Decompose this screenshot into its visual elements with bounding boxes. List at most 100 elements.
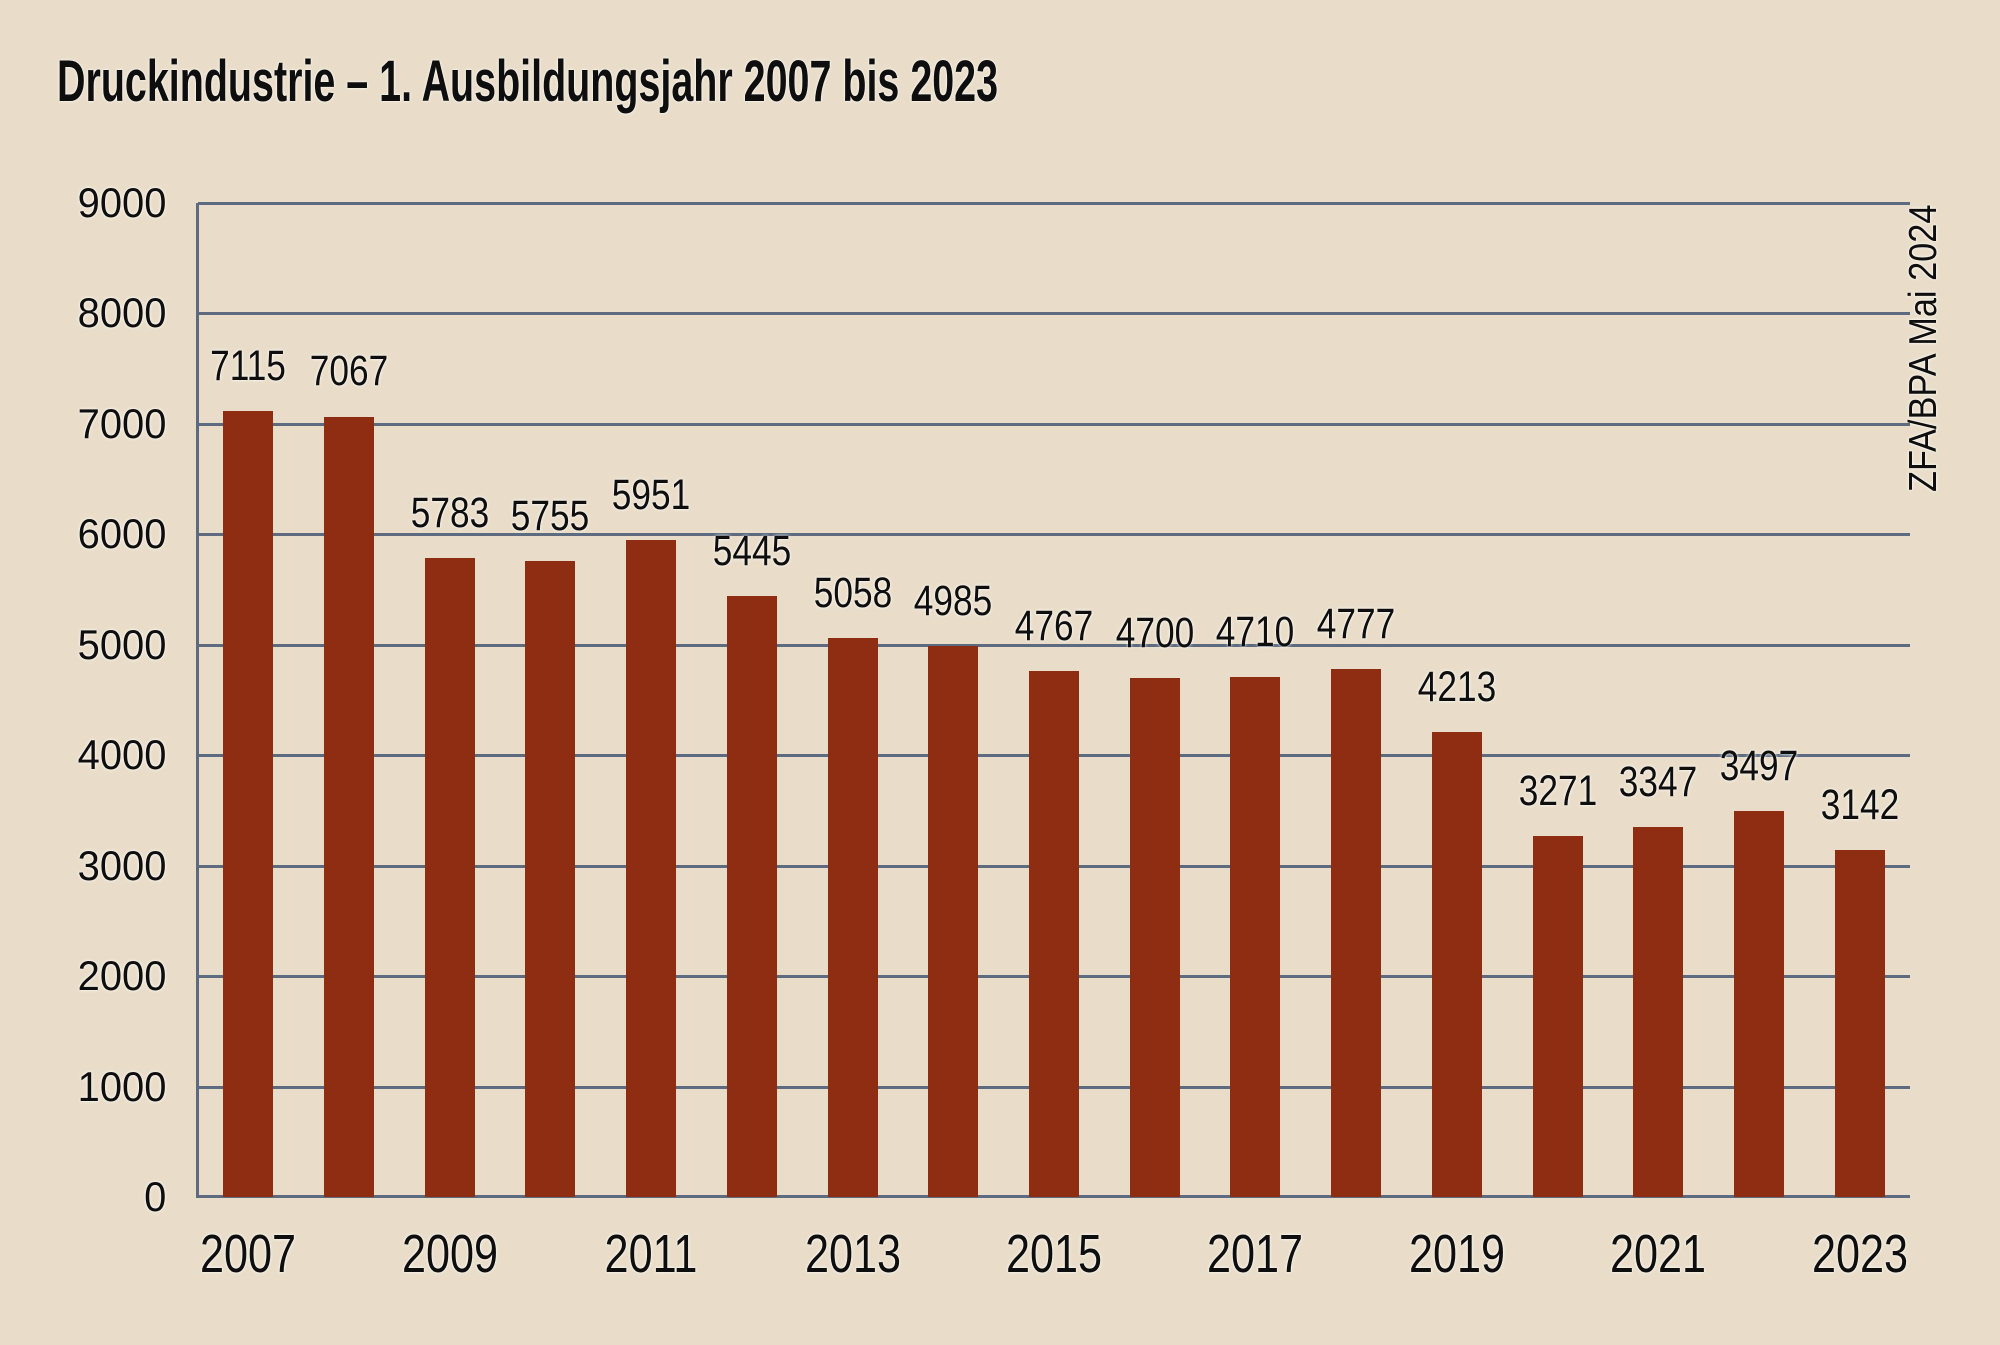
y-axis-line bbox=[196, 203, 199, 1198]
bar-2022 bbox=[1733, 810, 1784, 1197]
y-tick-text: 5000 bbox=[77, 620, 166, 668]
bar-2019 bbox=[1431, 731, 1482, 1197]
x-tick-label-2017: 2017 bbox=[1195, 1224, 1315, 1284]
y-tick-label-7000: 7000 bbox=[0, 400, 166, 448]
bar-value-label-2019: 4213 bbox=[1409, 664, 1505, 710]
x-tick-text: 2023 bbox=[1811, 1224, 1908, 1284]
y-tick-text: 8000 bbox=[77, 289, 166, 337]
y-tick-label-5000: 5000 bbox=[0, 621, 166, 669]
bar-value-text: 4213 bbox=[1417, 662, 1497, 711]
y-tick-label-4000: 4000 bbox=[0, 731, 166, 779]
source-note-text: ZFA/BPA Mai 2024 bbox=[1902, 204, 1945, 492]
bar-value-text: 3347 bbox=[1619, 758, 1698, 807]
x-tick-label-2011: 2011 bbox=[593, 1224, 709, 1284]
x-tick-label-2021: 2021 bbox=[1598, 1224, 1718, 1284]
bar-value-label-2011: 5951 bbox=[603, 472, 699, 518]
source-note: ZFA/BPA Mai 2024 bbox=[1901, 192, 1947, 492]
x-tick-text: 2009 bbox=[401, 1224, 498, 1284]
y-tick-text: 1000 bbox=[77, 1062, 166, 1110]
gridline-5000 bbox=[198, 643, 1910, 647]
bar-2016 bbox=[1129, 677, 1180, 1197]
bar-2018 bbox=[1331, 669, 1382, 1197]
x-tick-text: 2011 bbox=[604, 1224, 698, 1284]
bar-value-text: 4777 bbox=[1316, 600, 1396, 649]
x-tick-label-2019: 2019 bbox=[1397, 1224, 1517, 1284]
y-tick-text: 6000 bbox=[77, 510, 166, 558]
bar-2010 bbox=[525, 561, 576, 1197]
gridline-9000 bbox=[198, 202, 1910, 205]
bar-2008 bbox=[324, 416, 375, 1197]
bar-value-label-2007: 7115 bbox=[202, 343, 294, 389]
bar-value-text: 4985 bbox=[914, 577, 993, 626]
y-tick-text: 7000 bbox=[77, 399, 166, 447]
y-tick-label-6000: 6000 bbox=[0, 510, 166, 558]
bar-2009 bbox=[424, 558, 475, 1197]
bar-2011 bbox=[626, 539, 677, 1197]
y-tick-label-3000: 3000 bbox=[0, 842, 166, 890]
x-tick-label-2009: 2009 bbox=[390, 1224, 510, 1284]
gridline-7000 bbox=[198, 422, 1910, 426]
bar-2017 bbox=[1230, 676, 1281, 1197]
bar-value-label-2013: 5058 bbox=[805, 570, 901, 616]
bar-2015 bbox=[1029, 670, 1079, 1197]
bar-value-text: 7067 bbox=[309, 347, 389, 396]
bar-value-text: 5783 bbox=[410, 489, 489, 538]
bar-2023 bbox=[1834, 849, 1885, 1197]
y-tick-text: 9000 bbox=[77, 179, 166, 226]
x-tick-label-2023: 2023 bbox=[1800, 1224, 1920, 1284]
bar-value-label-2010: 5755 bbox=[503, 493, 599, 539]
x-tick-label-2015: 2015 bbox=[994, 1224, 1114, 1284]
bar-value-text: 5755 bbox=[511, 492, 590, 541]
bar-value-text: 7115 bbox=[210, 342, 287, 391]
bar-value-label-2020: 3271 bbox=[1510, 768, 1606, 814]
bar-2007 bbox=[223, 411, 274, 1197]
y-tick-label-2000: 2000 bbox=[0, 952, 166, 1000]
y-tick-label-9000: 9000 bbox=[0, 179, 166, 227]
y-tick-text: 2000 bbox=[77, 952, 166, 1000]
x-tick-label-2007: 2007 bbox=[188, 1224, 308, 1284]
bar-2014 bbox=[928, 646, 979, 1197]
bar-value-text: 4700 bbox=[1115, 608, 1194, 657]
bar-2021 bbox=[1633, 827, 1684, 1197]
x-tick-text: 2007 bbox=[200, 1224, 297, 1284]
gridline-6000 bbox=[198, 533, 1910, 537]
chart-title: Druckindustrie – 1. Ausbildungsjahr 2007… bbox=[57, 49, 999, 114]
x-tick-label-2013: 2013 bbox=[793, 1224, 913, 1284]
x-tick-text: 2017 bbox=[1207, 1224, 1304, 1284]
bar-value-label-2023: 3142 bbox=[1812, 782, 1908, 828]
bar-value-text: 3271 bbox=[1518, 766, 1597, 815]
y-tick-text: 3000 bbox=[77, 841, 166, 889]
bar-value-label-2016: 4700 bbox=[1107, 610, 1203, 656]
bar-value-label-2014: 4985 bbox=[905, 578, 1001, 624]
bar-value-label-2015: 4767 bbox=[1006, 603, 1102, 649]
x-tick-text: 2021 bbox=[1610, 1224, 1707, 1284]
bar-2020 bbox=[1532, 835, 1583, 1197]
bar-2012 bbox=[726, 595, 777, 1197]
bar-value-label-2017: 4710 bbox=[1208, 609, 1304, 655]
bar-value-text: 4710 bbox=[1216, 607, 1295, 656]
y-tick-text: 0 bbox=[143, 1173, 166, 1220]
x-tick-text: 2013 bbox=[804, 1224, 901, 1284]
gridline-8000 bbox=[198, 312, 1910, 316]
bar-value-text: 3142 bbox=[1820, 780, 1899, 829]
bar-value-label-2009: 5783 bbox=[402, 490, 498, 536]
bar-value-text: 5951 bbox=[611, 470, 691, 519]
bar-value-label-2021: 3347 bbox=[1610, 759, 1706, 805]
bar-value-text: 3497 bbox=[1719, 741, 1799, 790]
bar-value-text: 5058 bbox=[813, 569, 892, 618]
x-tick-text: 2015 bbox=[1005, 1224, 1103, 1284]
bar-value-label-2018: 4777 bbox=[1308, 601, 1404, 647]
bar-value-label-2022: 3497 bbox=[1711, 743, 1807, 789]
bar-value-text: 5445 bbox=[712, 526, 792, 575]
y-tick-label-8000: 8000 bbox=[0, 289, 166, 337]
plot-area: 7115 7067 5783 5755 5951 5445 5058 4985 4767 4700… bbox=[196, 202, 1910, 1198]
bar-value-text: 4767 bbox=[1014, 601, 1094, 650]
y-tick-label-1000: 1000 bbox=[0, 1063, 166, 1111]
x-tick-text: 2019 bbox=[1408, 1224, 1505, 1284]
bar-value-label-2012: 5445 bbox=[704, 528, 800, 574]
y-tick-label-0: 0 bbox=[0, 1173, 166, 1221]
bar-2013 bbox=[827, 638, 878, 1197]
y-tick-text: 4000 bbox=[77, 731, 166, 779]
bar-value-label-2008: 7067 bbox=[301, 348, 397, 394]
